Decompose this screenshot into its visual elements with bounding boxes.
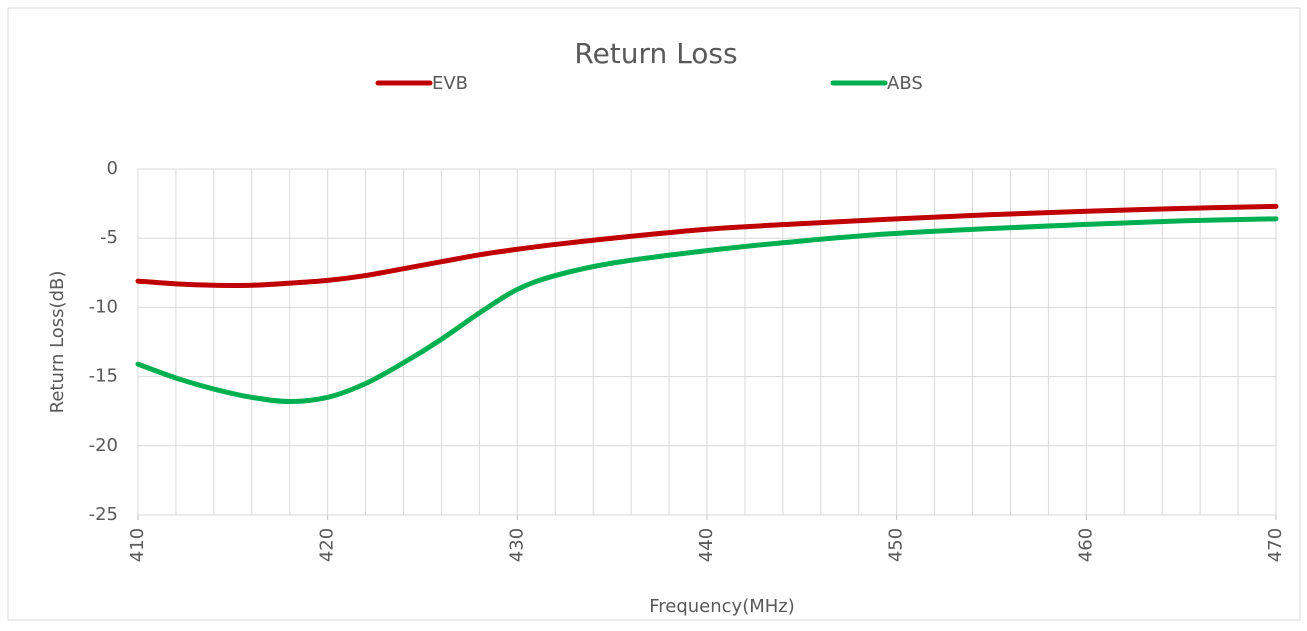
y-tick-label: -20: [89, 435, 118, 456]
x-tick-label: 420: [317, 528, 338, 562]
chart-border: [7, 7, 1301, 621]
x-tick-label: 450: [886, 528, 907, 562]
legend-label: ABS: [887, 73, 923, 94]
y-tick-label: -5: [100, 227, 118, 248]
x-tick-label: 410: [127, 528, 148, 562]
y-tick-label: -25: [89, 504, 118, 525]
y-axis-title: Return Loss(dB): [47, 271, 68, 414]
x-axis-title: Frequency(MHz): [649, 596, 795, 617]
x-tick-label: 470: [1265, 528, 1286, 562]
line-series: [135, 216, 1279, 405]
chart-title: Return Loss: [574, 37, 737, 70]
y-tick-label: 0: [107, 158, 118, 179]
legend-label: EVB: [432, 73, 468, 94]
x-tick-label: 440: [696, 528, 717, 562]
x-tick-label: 460: [1075, 528, 1096, 562]
x-tick-label: 430: [506, 528, 527, 562]
line-series: [135, 203, 1279, 288]
y-tick-label: -15: [89, 366, 118, 387]
y-tick-label: -10: [89, 296, 118, 317]
